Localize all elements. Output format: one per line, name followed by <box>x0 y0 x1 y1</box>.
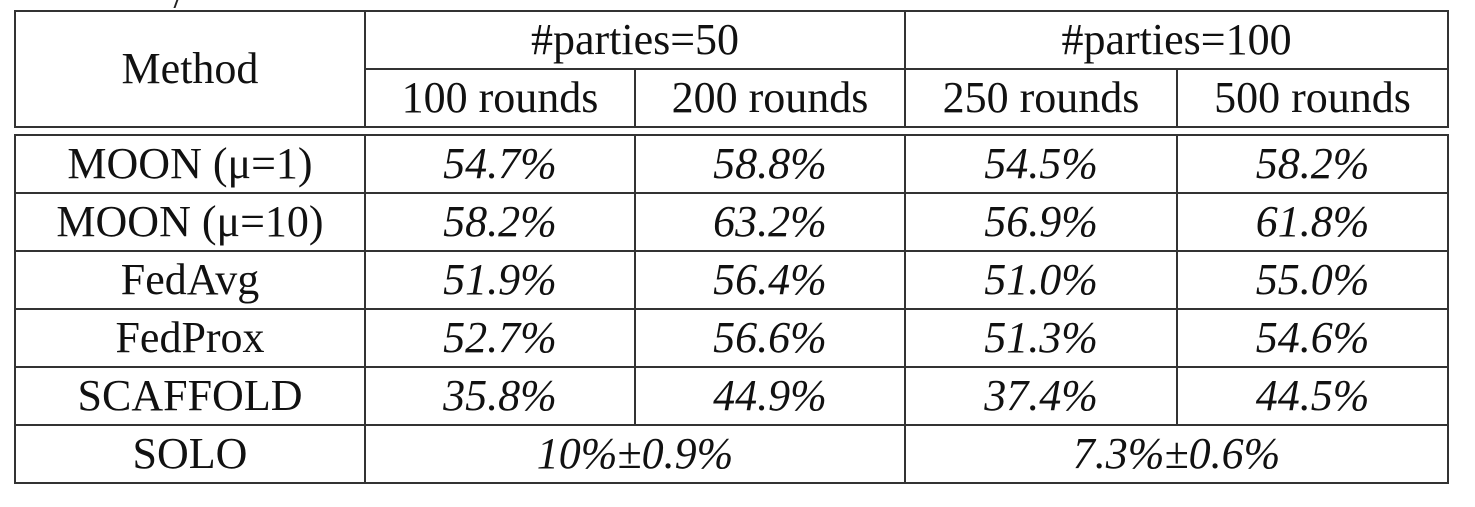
cell-value: 54.6% <box>1176 308 1450 368</box>
header-row-groups: Method #parties=50 #parties=100 <box>14 10 1450 128</box>
results-table: Method #parties=50 #parties=100 100 roun… <box>14 10 1450 484</box>
cell-value: 56.6% <box>633 308 907 368</box>
row-method: SCAFFOLD <box>14 366 366 426</box>
cell-solo-parties-50: 10%±0.9% <box>363 424 907 484</box>
cell-value-best: 63.2% <box>633 192 907 252</box>
cell-value: 51.9% <box>364 250 636 310</box>
cell-value-best: 58.2% <box>364 192 636 252</box>
header-group-parties-50: #parties=50 <box>363 10 907 70</box>
header-group-parties-100: #parties=100 <box>904 10 1450 70</box>
header-rounds-4: 500 rounds <box>1176 68 1450 128</box>
row-method: FedProx <box>14 308 366 368</box>
row-method: FedAvg <box>14 250 366 310</box>
cell-value: 58.2% <box>1176 134 1450 194</box>
cell-value: 51.0% <box>904 250 1179 310</box>
header-separator <box>15 126 1449 136</box>
cell-value: 55.0% <box>1176 250 1450 310</box>
table-row: MOON (μ=1) 54.7% 58.8% 54.5% 58.2% <box>14 134 1450 194</box>
cell-solo-parties-100: 7.3%±0.6% <box>904 424 1450 484</box>
cell-value: 37.4% <box>904 366 1179 426</box>
cell-value: 44.9% <box>633 366 907 426</box>
cell-value: 35.8% <box>364 366 636 426</box>
cell-value: 44.5% <box>1176 366 1450 426</box>
cell-value-best: 56.9% <box>904 192 1179 252</box>
table-row: FedAvg 51.9% 56.4% 51.0% 55.0% <box>14 250 1450 310</box>
header-rounds-1: 100 rounds <box>364 68 636 128</box>
table-row: MOON (μ=10) 58.2% 63.2% 56.9% 61.8% <box>14 192 1450 252</box>
row-method: MOON (μ=1) <box>14 134 366 194</box>
cell-value: 54.5% <box>904 134 1179 194</box>
cell-value: 52.7% <box>364 308 636 368</box>
cell-value: 54.7% <box>364 134 636 194</box>
cell-value: 58.8% <box>633 134 907 194</box>
header-row-rounds: 100 rounds 200 rounds 250 rounds 500 rou… <box>15 68 1450 128</box>
cell-value: 51.3% <box>904 308 1179 368</box>
cell-value-best: 61.8% <box>1176 192 1450 252</box>
cropped-caption-mark <box>165 0 181 8</box>
header-method: Method <box>14 10 366 128</box>
table-row: SCAFFOLD 35.8% 44.9% 37.4% 44.5% <box>14 366 1450 426</box>
header-rounds-3: 250 rounds <box>904 68 1179 128</box>
header-rounds-2: 200 rounds <box>633 68 907 128</box>
table-row: FedProx 52.7% 56.6% 51.3% 54.6% <box>14 308 1450 368</box>
row-method: SOLO <box>14 424 366 484</box>
cell-value: 56.4% <box>633 250 907 310</box>
table-row-solo: SOLO 10%±0.9% 7.3%±0.6% <box>14 424 1450 484</box>
row-method: MOON (μ=10) <box>14 192 366 252</box>
